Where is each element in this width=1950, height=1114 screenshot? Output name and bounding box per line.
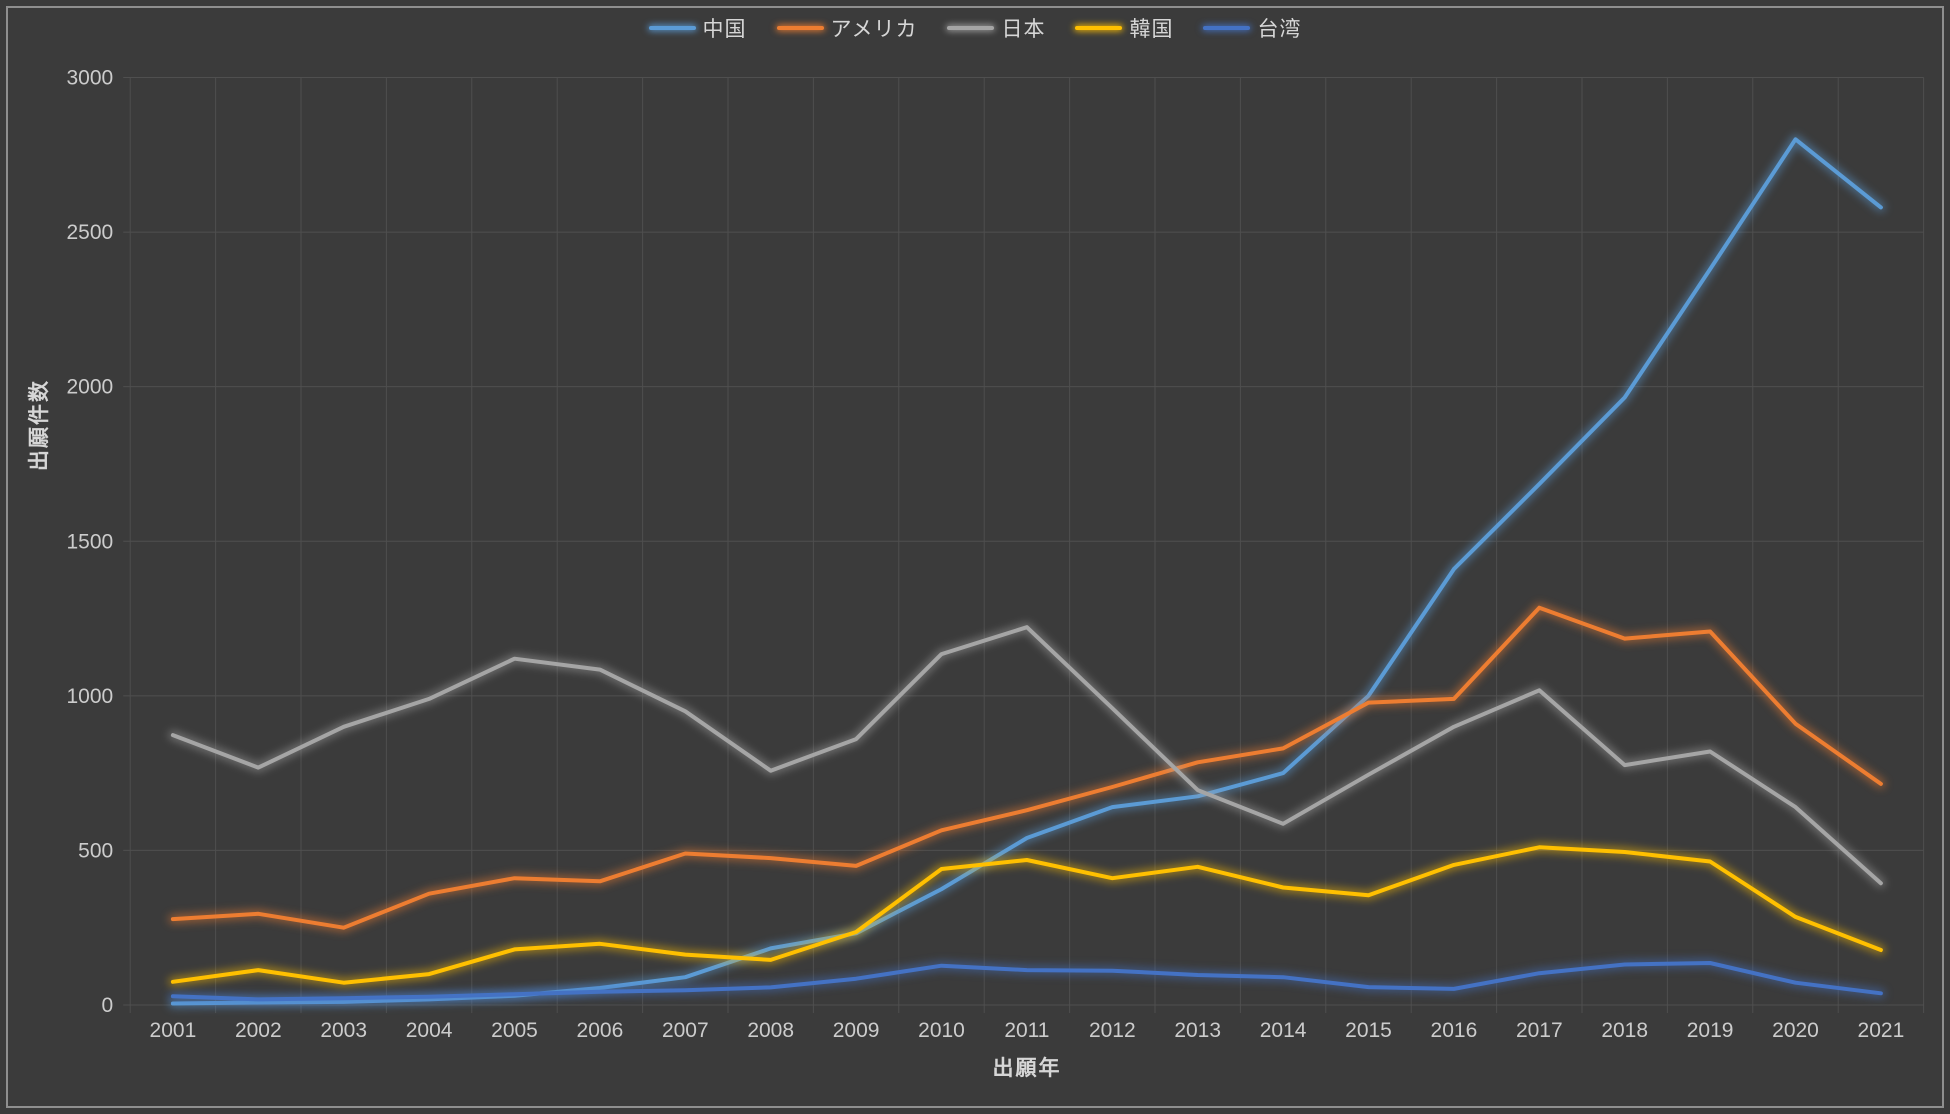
legend-label-usa: アメリカ — [830, 18, 918, 41]
legend-label-japan: 日本 — [1001, 18, 1046, 41]
legend-swatch-china — [648, 26, 696, 30]
gridlines — [123, 77, 1925, 1013]
legend: 中国 アメリカ 日本 韓国 台湾 — [0, 13, 1950, 43]
x-tick-label-2006: 2006 — [577, 1019, 624, 1042]
x-tick-label-2014: 2014 — [1260, 1019, 1307, 1042]
x-tick-label-2004: 2004 — [406, 1019, 453, 1042]
x-tick-label-2019: 2019 — [1687, 1019, 1734, 1042]
legend-swatch-japan — [947, 26, 995, 30]
x-tick-label-2010: 2010 — [918, 1019, 965, 1042]
series-line-japan — [170, 625, 1883, 886]
legend-item-usa: アメリカ — [776, 13, 918, 43]
legend-label-korea: 韓国 — [1129, 18, 1174, 41]
series-line-korea — [170, 845, 1883, 985]
legend-swatch-usa — [776, 26, 824, 30]
x-tick-label-2001: 2001 — [150, 1019, 197, 1042]
series-glow-china — [168, 134, 1886, 1008]
series-line-taiwan — [170, 961, 1883, 1002]
y-axis-title: 出願件数 — [28, 379, 51, 471]
x-axis-title: 出願年 — [992, 1057, 1062, 1080]
series-line-usa — [170, 605, 1883, 930]
x-tick-label-2016: 2016 — [1431, 1019, 1478, 1042]
y-tick-label-2500: 2500 — [66, 221, 113, 244]
series-line-china — [170, 137, 1883, 1006]
legend-swatch-korea — [1075, 26, 1123, 30]
x-tick-label-2012: 2012 — [1089, 1019, 1136, 1042]
y-tick-label-2000: 2000 — [66, 376, 113, 399]
legend-item-korea: 韓国 — [1075, 13, 1173, 43]
y-tick-label-1000: 1000 — [66, 685, 113, 708]
x-tick-label-2015: 2015 — [1345, 1019, 1392, 1042]
x-tick-label-2020: 2020 — [1772, 1019, 1819, 1042]
legend-item-taiwan: 台湾 — [1203, 13, 1301, 43]
x-axis-ticks: 2001 2002 2003 2004 2005 2006 2007 2008 2009 2010… — [150, 1019, 1905, 1042]
x-tick-label-2009: 2009 — [833, 1019, 880, 1042]
x-tick-label-2007: 2007 — [662, 1019, 709, 1042]
x-tick-label-2005: 2005 — [491, 1019, 538, 1042]
legend-label-china: 中国 — [702, 18, 747, 41]
y-tick-label-1500: 1500 — [66, 530, 113, 553]
series-glow-japan — [168, 622, 1886, 888]
legend-item-japan: 日本 — [947, 13, 1045, 43]
legend-swatch-taiwan — [1203, 26, 1251, 30]
y-tick-label-3000: 3000 — [66, 67, 113, 90]
y-tick-label-0: 0 — [102, 994, 114, 1017]
x-tick-label-2017: 2017 — [1516, 1019, 1563, 1042]
x-tick-label-2013: 2013 — [1174, 1019, 1221, 1042]
x-tick-label-2008: 2008 — [747, 1019, 794, 1042]
y-tick-label-500: 500 — [78, 839, 113, 862]
x-tick-label-2003: 2003 — [320, 1019, 367, 1042]
x-tick-label-2018: 2018 — [1601, 1019, 1648, 1042]
legend-label-taiwan: 台湾 — [1257, 18, 1302, 41]
y-axis-ticks: 0 500 1000 1500 2000 2500 3000 — [66, 67, 113, 1018]
x-tick-label-2021: 2021 — [1858, 1019, 1905, 1042]
legend-item-china: 中国 — [648, 13, 747, 43]
x-tick-label-2011: 2011 — [1004, 1019, 1049, 1042]
x-tick-label-2002: 2002 — [235, 1019, 282, 1042]
